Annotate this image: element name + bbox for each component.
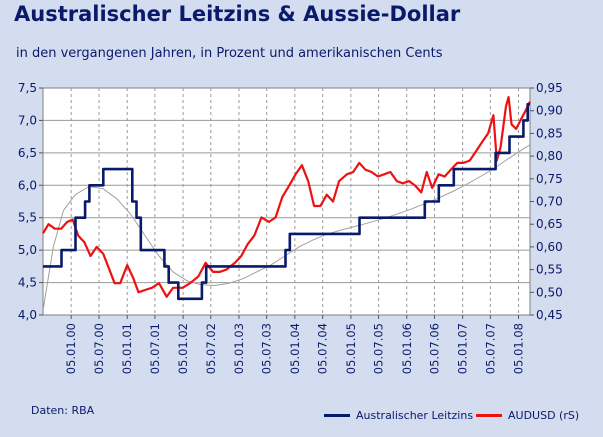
right-tick-label: 0,95	[536, 81, 563, 95]
right-tick-label: 0,90	[536, 104, 563, 118]
x-tick-label: 05.01.04	[288, 323, 302, 374]
x-axis-ticks: 05.07.9905.01.0005.07.0005.01.0105.07.01…	[64, 315, 526, 374]
left-tick-label: 7,0	[18, 113, 37, 127]
series-line-audusd	[42, 96, 531, 298]
right-tick-label: 0,70	[536, 195, 563, 209]
legend-item-leitzins: Australischer Leitzins	[324, 408, 473, 422]
right-tick-label: 0,60	[536, 240, 563, 254]
left-tick-label: 5,0	[18, 243, 37, 257]
series-line-leitzins	[43, 102, 530, 301]
legend-swatch-audusd	[476, 413, 502, 417]
x-tick-label: 05.01.05	[344, 323, 358, 374]
left-axis-ticks: 4,0 4,5 5,0 5,5 6,0 6,5 7,0 7,5	[18, 81, 43, 322]
right-tick-label: 0,80	[536, 149, 563, 163]
x-tick-label: 05.07.03	[260, 323, 274, 374]
left-tick-label: 6,0	[18, 178, 37, 192]
x-tick-label: 05.07.01	[148, 323, 162, 374]
right-tick-label: 0,45	[536, 308, 563, 322]
x-tick-label: 05.01.06	[400, 323, 414, 374]
x-tick-label: 05.01.01	[120, 323, 134, 374]
x-tick-label: 05.07.02	[204, 323, 218, 374]
left-tick-label: 6,5	[18, 146, 37, 160]
right-axis-ticks: 0,45 0,50 0,55 0,60 0,65 0,70 0,75 0,80 0,85 0,90…	[530, 81, 563, 322]
legend-label-leitzins: Australischer Leitzins	[356, 408, 474, 422]
plot-area	[42, 87, 531, 316]
legend-swatch-leitzins	[324, 413, 350, 417]
x-tick-label: 05.01.03	[232, 323, 246, 374]
left-tick-label: 4,0	[18, 308, 37, 322]
left-tick-label: 4,5	[18, 276, 37, 290]
right-tick-label: 0,85	[536, 126, 563, 140]
right-tick-label: 0,75	[536, 172, 563, 186]
x-tick-label: 05.07.07	[483, 323, 497, 374]
series-layer	[42, 96, 531, 311]
x-tick-label: 05.01.00	[64, 323, 78, 374]
x-tick-label: 05.01.07	[456, 323, 470, 374]
right-tick-label: 0,55	[536, 263, 563, 277]
chart-subtitle: in den vergangenen Jahren, in Prozent un…	[16, 46, 443, 61]
right-tick-label: 0,65	[536, 217, 563, 231]
right-tick-label: 0,50	[536, 285, 563, 299]
x-tick-label: 05.01.08	[512, 323, 526, 374]
data-source: Daten: RBA	[31, 404, 95, 417]
left-tick-label: 5,5	[18, 211, 37, 225]
legend-item-audusd: AUDUSD (rS)	[476, 408, 579, 422]
chart-title: Australischer Leitzins & Aussie-Dollar	[14, 2, 461, 26]
x-tick-label: 05.07.04	[316, 323, 330, 374]
left-tick-label: 7,5	[18, 81, 37, 95]
x-tick-label: 05.07.05	[372, 323, 386, 374]
x-tick-label: 05.07.00	[92, 323, 106, 374]
legend-label-audusd: AUDUSD (rS)	[508, 408, 580, 422]
x-tick-label: 05.01.02	[176, 323, 190, 374]
x-tick-label: 05.07.06	[427, 323, 441, 374]
